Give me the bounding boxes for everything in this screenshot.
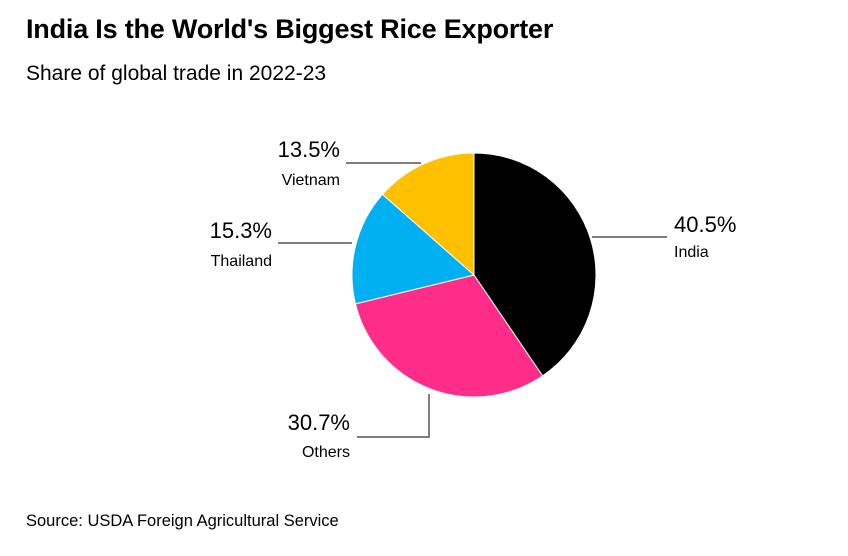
- pie-slice-india: [473, 152, 597, 377]
- pie-slice-others: [354, 274, 544, 398]
- slice-label-vietnam-value: 13.5%: [278, 137, 340, 162]
- pie-slices: [351, 152, 597, 398]
- slice-label-others-value: 30.7%: [288, 410, 350, 435]
- slice-label-thailand-name: Thailand: [211, 253, 272, 270]
- slice-label-india-name: India: [674, 244, 709, 261]
- slice-label-others-name: Others: [302, 444, 350, 461]
- chart-subtitle: Share of global trade in 2022-23: [26, 62, 327, 85]
- pie-slice-vietnam: [381, 152, 475, 277]
- source-note: Source: USDA Foreign Agricultural Servic…: [26, 512, 339, 530]
- slice-label-thailand-value: 15.3%: [210, 218, 272, 243]
- slice-label-vietnam-name: Vietnam: [282, 172, 340, 189]
- leader-line-others: [357, 394, 430, 438]
- chart-title: India Is the World's Biggest Rice Export…: [26, 14, 554, 44]
- slice-label-india-value: 40.5%: [674, 212, 736, 237]
- pie-slice-thailand: [351, 193, 476, 305]
